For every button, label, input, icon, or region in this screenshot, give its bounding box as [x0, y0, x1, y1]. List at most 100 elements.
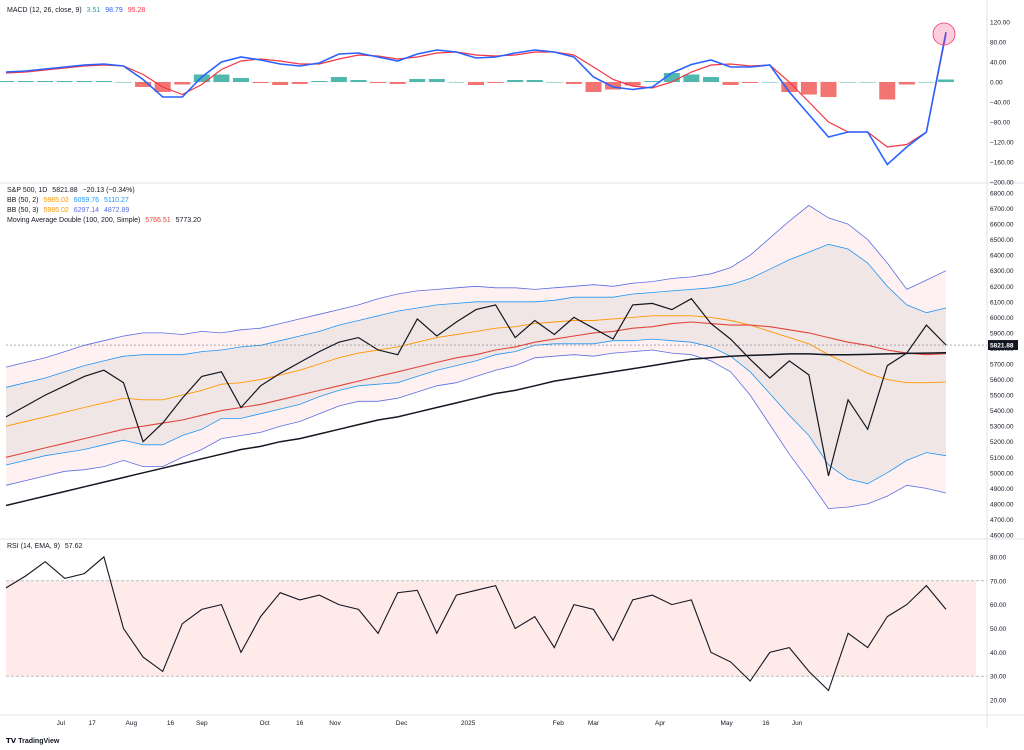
- macd-histogram-bar: [938, 79, 954, 82]
- price-tick-label: 5500.00: [990, 393, 1014, 400]
- macd-histogram-bar: [17, 81, 34, 82]
- brand-name: TradingView: [18, 738, 60, 745]
- price-tick-label: 4800.00: [990, 501, 1014, 508]
- tradingview-logo[interactable]: 𝗧𝗩 TradingView: [6, 737, 59, 745]
- macd-histogram-bar: [389, 82, 406, 84]
- price-tick-label: 5000.00: [990, 470, 1014, 477]
- symbol-legend-row: S&P 500, 1D 5821.88 −20.13 (−0.34%): [7, 186, 204, 196]
- price-tick-label: 6800.00: [990, 191, 1014, 198]
- rsi-band-fill: [6, 580, 976, 677]
- macd-histogram-bar: [252, 82, 269, 83]
- ma200-value: 5773.20: [175, 217, 201, 224]
- macd-pane[interactable]: 120.00 80.00 40.00 0.00 −40.00 −80.00 −120.00 −…: [0, 20, 1014, 187]
- macd-histogram-bar: [663, 73, 680, 82]
- macd-histogram-bar: [370, 82, 387, 83]
- macd-histogram-bar: [213, 74, 230, 82]
- macd-histogram-bar: [311, 81, 328, 82]
- symbol-change: −20.13 (−0.34%): [82, 187, 135, 194]
- macd-histogram-bar: [350, 80, 367, 82]
- bb2-band-fill: [6, 244, 946, 484]
- price-tick-label: 5300.00: [990, 424, 1014, 431]
- symbol-name: S&P 500, 1D: [7, 187, 48, 194]
- time-axis-label: Jun: [792, 720, 803, 727]
- macd-histogram-bar: [76, 81, 93, 82]
- bb2-lower-line: [5, 338, 947, 485]
- bb2-name: BB (50, 3): [7, 207, 39, 214]
- price-tick-label: 5600.00: [990, 377, 1014, 384]
- macd-histogram-bar: [174, 82, 191, 85]
- price-tick-label: 4700.00: [990, 517, 1014, 524]
- time-axis-label: 16: [296, 720, 304, 727]
- time-axis-label: Oct: [259, 720, 269, 727]
- macd-histogram-bar: [703, 77, 719, 82]
- macd-tick-label: 120.00: [990, 20, 1010, 27]
- macd-histogram-bar: [37, 81, 54, 82]
- price-legend[interactable]: S&P 500, 1D 5821.88 −20.13 (−0.34%) BB (…: [7, 186, 204, 226]
- macd-histogram-bar: [428, 79, 445, 82]
- time-axis-label: Sep: [196, 720, 208, 727]
- time-axis-label: Feb: [553, 720, 565, 727]
- ma200-line: [5, 351, 947, 507]
- macd-histogram-bar: [0, 81, 14, 82]
- bb2-lower: 4872.89: [104, 207, 130, 214]
- macd-tick-label: 40.00: [990, 60, 1007, 67]
- time-axis-label: May: [721, 720, 734, 727]
- ma-name: Moving Average Double (100, 200, Simple): [7, 217, 141, 224]
- bb-basis-line: [5, 315, 947, 427]
- bb1-basis: 5985.02: [43, 197, 69, 204]
- macd-histogram-bar: [898, 82, 915, 85]
- time-axis[interactable]: Jul 17 Aug 16 Sep Oct 16 Nov Dec 2025 Feb Mar Apr May…: [57, 720, 803, 727]
- ma-legend-row: Moving Average Double (100, 200, Simple)…: [7, 216, 204, 226]
- macd-line: [5, 31, 947, 166]
- macd-tick-label: −40.00: [990, 100, 1010, 107]
- bb1-legend-row: BB (50, 2) 5985.02 6059.76 5110.27: [7, 196, 204, 206]
- tradingview-logo-icon: 𝗧𝗩: [6, 738, 17, 745]
- macd-histogram-bar: [683, 74, 700, 82]
- symbol-last: 5821.88: [52, 187, 78, 194]
- bb3-band-fill: [6, 205, 946, 509]
- macd-tick-label: 0.00: [990, 80, 1003, 87]
- price-line: [5, 297, 947, 477]
- macd-legend[interactable]: MACD (12, 26, close, 9) 3.51 98.79 95.28: [7, 6, 148, 16]
- macd-histogram-bar: [468, 82, 484, 85]
- price-tick-label: 6200.00: [990, 284, 1014, 291]
- macd-histogram-bar: [879, 82, 896, 100]
- macd-histogram-bar: [95, 81, 112, 82]
- price-tick-label: 4600.00: [990, 533, 1014, 540]
- price-tick-label: 5700.00: [990, 362, 1014, 369]
- rsi-pane[interactable]: 80.00 70.00 60.00 50.00 40.00 30.00 20.00: [5, 554, 1007, 705]
- bb2-upper: 6297.14: [73, 207, 100, 214]
- price-tick-label: 6500.00: [990, 237, 1014, 244]
- macd-histogram-bar: [624, 82, 641, 86]
- macd-histogram-bar: [859, 82, 876, 83]
- time-axis-label: Dec: [396, 720, 408, 727]
- macd-legend-hist: 3.51: [86, 7, 101, 14]
- time-axis-label: 16: [762, 720, 770, 727]
- macd-histogram-bar: [193, 74, 210, 82]
- last-price-tag: 5821.88: [990, 343, 1014, 350]
- macd-histogram-bar: [800, 82, 817, 95]
- price-tick-label: 5200.00: [990, 439, 1014, 446]
- time-axis-label: Jul: [57, 720, 66, 727]
- macd-histogram-bar: [722, 82, 739, 85]
- time-axis-label: 16: [167, 720, 175, 727]
- time-axis-label: 17: [89, 720, 97, 727]
- price-pane[interactable]: 6800.00 6700.00 6600.00 6500.00 6400.00 6300.…: [5, 191, 1018, 540]
- time-axis-label: Mar: [588, 720, 600, 727]
- macd-legend-signal: 95.28: [127, 7, 146, 14]
- time-axis-label: Apr: [655, 720, 666, 727]
- bb2-legend-row: BB (50, 3) 5985.02 6297.14 4872.89: [7, 206, 204, 216]
- macd-histogram-bar: [409, 79, 426, 82]
- price-tick-label: 6400.00: [990, 253, 1014, 260]
- time-axis-label: Aug: [126, 720, 138, 727]
- price-tick-label: 6100.00: [990, 299, 1014, 306]
- rsi-legend[interactable]: RSI (14, EMA, 9) 57.62: [7, 542, 85, 552]
- macd-histogram-bar: [840, 82, 857, 83]
- macd-histogram-bar: [644, 81, 661, 82]
- macd-histogram-bar: [448, 82, 465, 83]
- price-tick-label: 6000.00: [990, 315, 1014, 322]
- price-tick-label: 5900.00: [990, 330, 1014, 337]
- bb2-basis: 5985.02: [43, 207, 69, 214]
- macd-tick-label: 80.00: [990, 40, 1007, 47]
